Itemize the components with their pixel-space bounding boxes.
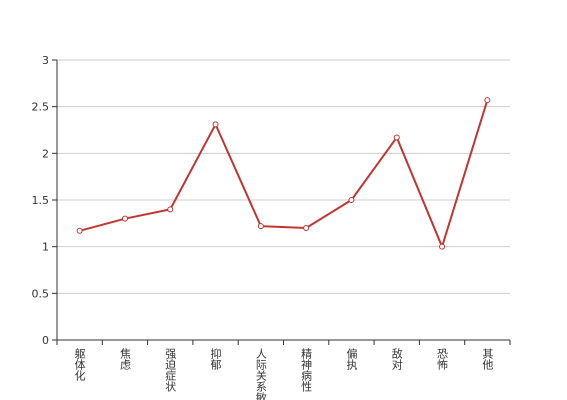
y-tick-label: 0 bbox=[42, 334, 49, 347]
point bbox=[393, 134, 400, 141]
point bbox=[76, 227, 83, 234]
x-tick-label: 偏执 bbox=[345, 347, 358, 371]
x-tick-label: 人际关系敏感 bbox=[254, 348, 267, 400]
x-tick-label: 精神病性 bbox=[300, 348, 313, 393]
y-tick-label: 2 bbox=[42, 147, 49, 160]
y-tick-label: 0.5 bbox=[32, 287, 50, 300]
point bbox=[257, 223, 264, 230]
y-tick-label: 2.5 bbox=[32, 101, 50, 114]
x-tick-label: 躯体化 bbox=[73, 348, 86, 382]
y-tick-label: 1 bbox=[42, 241, 49, 254]
x-tick-label: 抑郁 bbox=[209, 347, 222, 370]
point bbox=[439, 243, 446, 250]
point bbox=[484, 97, 491, 104]
point bbox=[121, 215, 128, 222]
point bbox=[303, 225, 310, 231]
x-tick-label: 强迫症状 bbox=[164, 348, 177, 392]
point bbox=[348, 197, 355, 203]
x-tick-label: 敌对 bbox=[390, 347, 403, 370]
y-tick-label: 3 bbox=[42, 54, 49, 67]
point bbox=[212, 121, 219, 128]
x-tick-label: 其他 bbox=[481, 348, 494, 370]
line bbox=[79, 99, 489, 250]
point bbox=[167, 206, 174, 213]
x-tick-label: 焦虑 bbox=[118, 348, 131, 370]
y-tick-label: 1.5 bbox=[32, 194, 50, 207]
x-tick-label: 恐怖 bbox=[436, 348, 449, 370]
